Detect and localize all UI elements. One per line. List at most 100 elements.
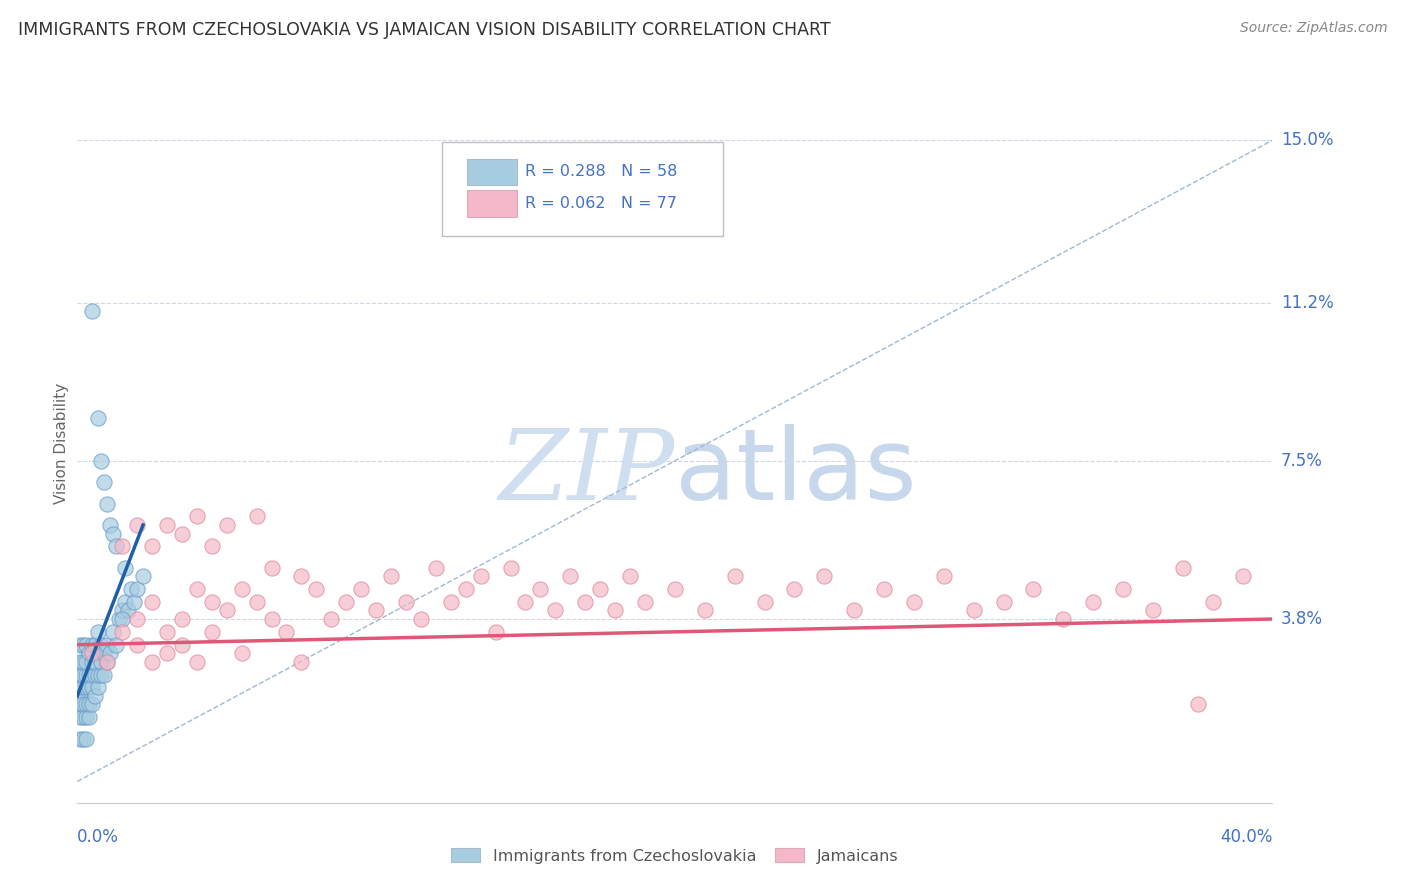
Point (246, 595, 269, 609)
Text: IMMIGRANTS FROM CZECHOSLOVAKIA VS JAMAICAN VISION DISABILITY CORRELATION CHART: IMMIGRANTS FROM CZECHOSLOVAKIA VS JAMAIC… (18, 21, 831, 39)
Point (470, 569, 492, 583)
Point (1187, 698, 1209, 712)
Point (201, 539, 224, 553)
Point (117, 603, 139, 617)
Point (246, 509, 269, 524)
Point (1052, 612, 1074, 626)
Point (170, 638, 193, 652)
Point (560, 569, 582, 583)
Point (96, 655, 118, 669)
Point (215, 518, 238, 533)
Point (79, 698, 101, 712)
Point (84, 638, 107, 652)
Point (321, 612, 343, 626)
Point (783, 582, 806, 596)
Point (90, 638, 112, 652)
Point (201, 595, 224, 609)
Point (589, 582, 612, 596)
Point (754, 595, 776, 609)
Point (290, 569, 312, 583)
Point (141, 655, 163, 669)
Point (276, 624, 298, 639)
Text: 11.2%: 11.2% (1281, 293, 1333, 311)
Point (111, 612, 134, 626)
Point (1112, 582, 1135, 596)
Y-axis label: Vision Disability: Vision Disability (53, 384, 69, 504)
Point (186, 655, 208, 669)
Point (485, 624, 508, 639)
Point (111, 539, 134, 553)
Point (72, 667, 94, 681)
Point (156, 518, 179, 533)
Point (127, 582, 149, 596)
Point (93, 646, 115, 660)
Point (395, 595, 418, 609)
Point (111, 603, 134, 617)
Text: Source: ZipAtlas.com: Source: ZipAtlas.com (1240, 21, 1388, 36)
Point (75, 731, 97, 746)
Point (619, 569, 641, 583)
Point (75, 655, 97, 669)
Point (96, 497, 118, 511)
Point (75, 710, 97, 724)
Point (141, 595, 163, 609)
Point (932, 569, 955, 583)
Text: 7.5%: 7.5% (1281, 452, 1323, 470)
Point (156, 624, 179, 639)
Point (87, 681, 110, 695)
Text: 3.8%: 3.8% (1281, 610, 1323, 628)
Point (114, 560, 136, 574)
Point (84, 655, 107, 669)
Point (366, 603, 388, 617)
Point (454, 582, 477, 596)
Point (82, 638, 104, 652)
Point (693, 603, 716, 617)
Point (440, 595, 463, 609)
Point (72, 638, 94, 652)
Point (69, 681, 91, 695)
Point (87, 624, 110, 639)
Point (93, 667, 115, 681)
Point (380, 569, 402, 583)
Point (82, 667, 104, 681)
Point (108, 612, 131, 626)
Point (82, 655, 104, 669)
Point (79, 710, 101, 724)
Point (260, 560, 283, 574)
Point (114, 595, 136, 609)
Point (69, 710, 91, 724)
Text: 0.0%: 0.0% (77, 828, 120, 846)
Point (186, 582, 208, 596)
Point (79, 681, 101, 695)
Point (1142, 603, 1164, 617)
Point (69, 667, 91, 681)
Point (186, 509, 208, 524)
Point (170, 612, 193, 626)
Point (170, 526, 193, 541)
Point (72, 710, 94, 724)
Point (201, 624, 224, 639)
Point (75, 681, 97, 695)
Point (105, 539, 128, 553)
Point (72, 698, 94, 712)
Point (90, 454, 112, 468)
Point (82, 646, 104, 660)
Point (72, 731, 94, 746)
Point (260, 612, 283, 626)
Point (1083, 595, 1105, 609)
Point (409, 612, 432, 626)
Point (96, 655, 118, 669)
Text: 15.0%: 15.0% (1281, 131, 1333, 149)
Point (75, 698, 97, 712)
Point (425, 560, 447, 574)
Point (87, 667, 110, 681)
Point (82, 304, 104, 318)
Point (1022, 582, 1045, 596)
Point (96, 638, 118, 652)
Point (350, 582, 373, 596)
Point (335, 595, 357, 609)
Text: R = 0.288   N = 58: R = 0.288 N = 58 (526, 164, 678, 179)
FancyBboxPatch shape (467, 159, 517, 186)
Point (69, 689, 91, 703)
Point (75, 667, 97, 681)
